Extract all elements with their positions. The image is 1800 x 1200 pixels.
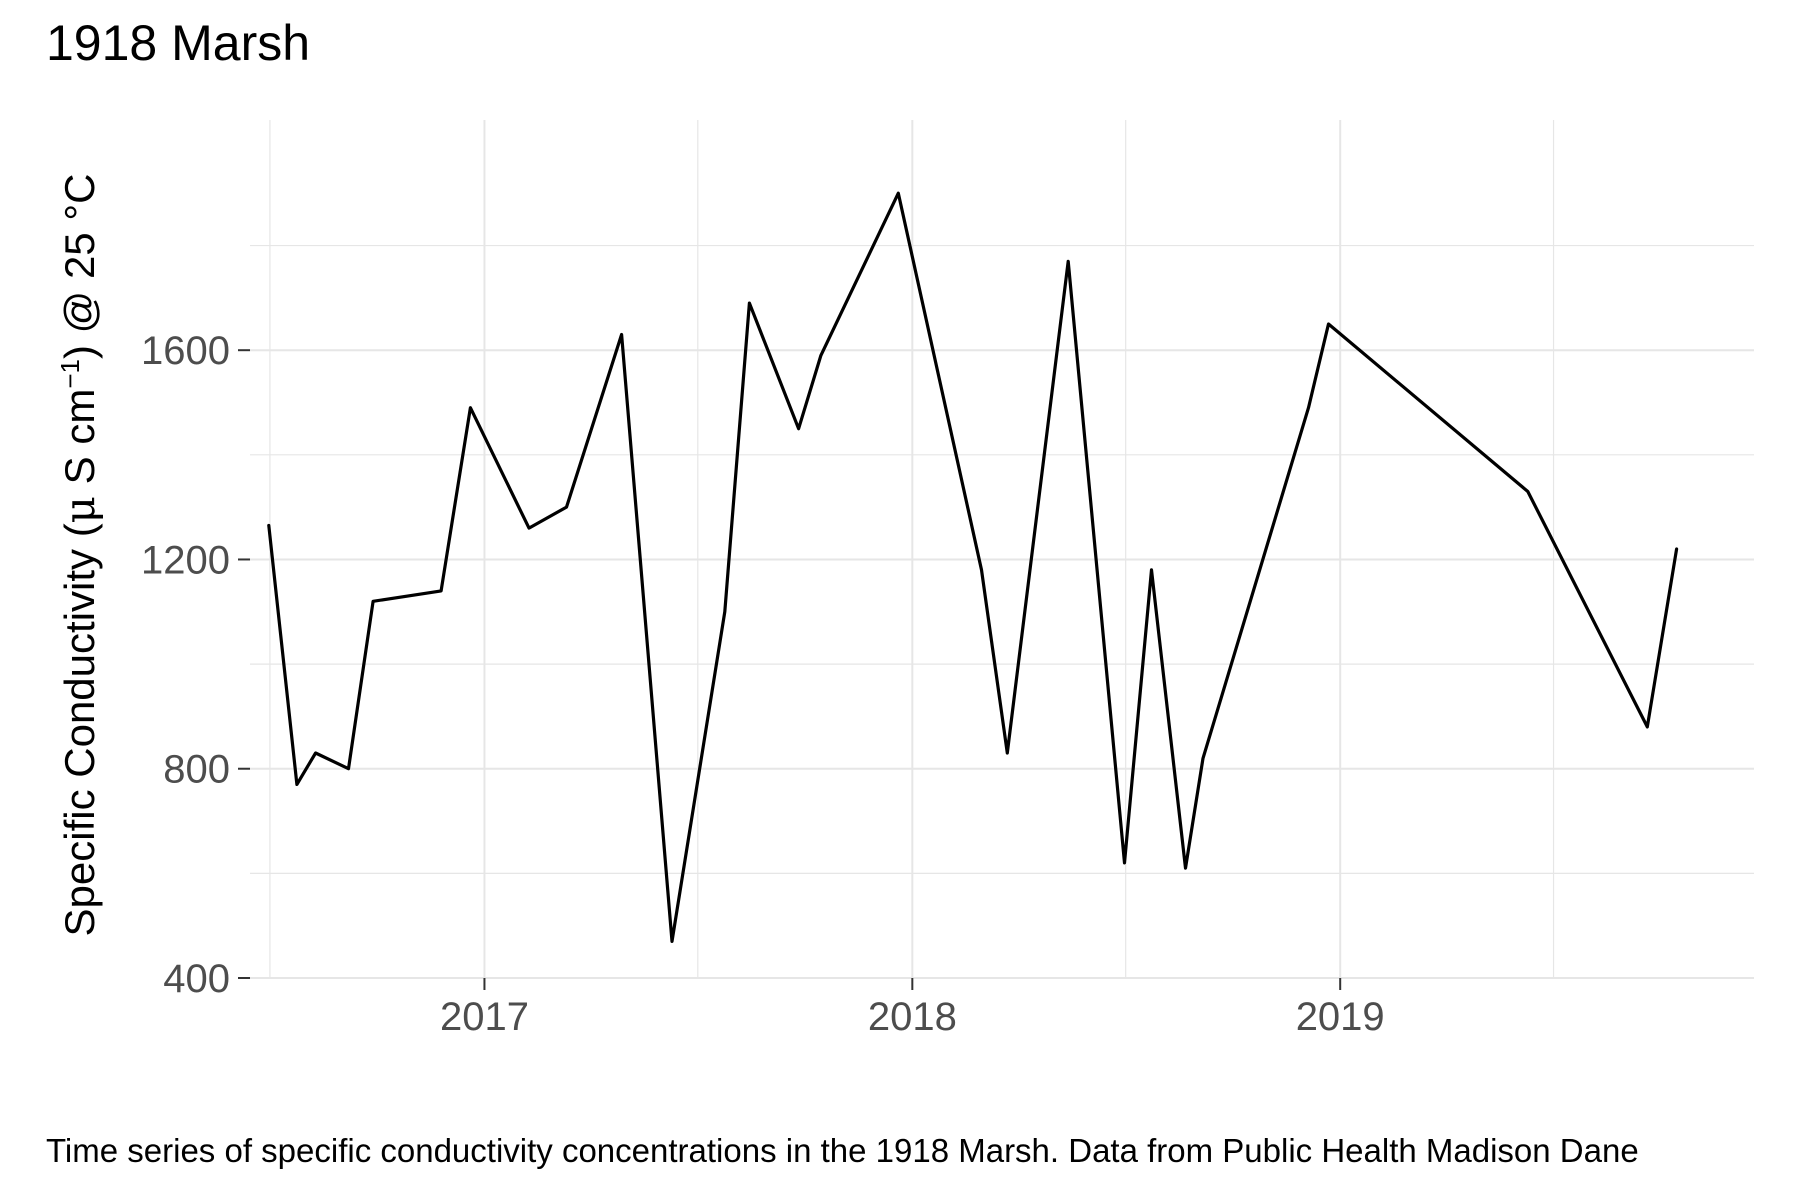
x-tick-label: 2019 xyxy=(1296,995,1385,1039)
grid-lines xyxy=(250,120,1754,979)
y-axis-title-unit: S cm xyxy=(56,389,103,496)
y-tick-label: 400 xyxy=(163,957,230,1001)
y-axis-title-mu: μ xyxy=(55,496,104,523)
y-tick-label: 1200 xyxy=(141,538,230,582)
y-tick-label: 1600 xyxy=(141,329,230,373)
line-chart: 400 800 1200 1600 2017 2018 2019 Specific Cond… xyxy=(55,120,1754,1039)
y-axis-title-suffix: ) @ 25 °C xyxy=(56,174,103,359)
y-axis-title-exponent: −1 xyxy=(55,359,85,389)
series-line xyxy=(267,191,1679,944)
x-tick-label: 2018 xyxy=(868,995,957,1039)
axis-ticks xyxy=(238,349,1342,990)
figure-caption: Time series of specific conductivity con… xyxy=(46,1132,1639,1169)
y-axis-title: Specific Conductivity (μ S cm−1) @ 25 °C xyxy=(55,174,104,937)
y-tick-label: 800 xyxy=(163,748,230,792)
series-line-layer xyxy=(267,191,1679,944)
x-tick-label: 2017 xyxy=(440,995,529,1039)
chart-title: 1918 Marsh xyxy=(46,15,311,71)
tick-labels: 400 800 1200 1600 2017 2018 2019 xyxy=(141,329,1385,1039)
y-axis-title-main: Specific Conductivity ( xyxy=(56,523,103,936)
